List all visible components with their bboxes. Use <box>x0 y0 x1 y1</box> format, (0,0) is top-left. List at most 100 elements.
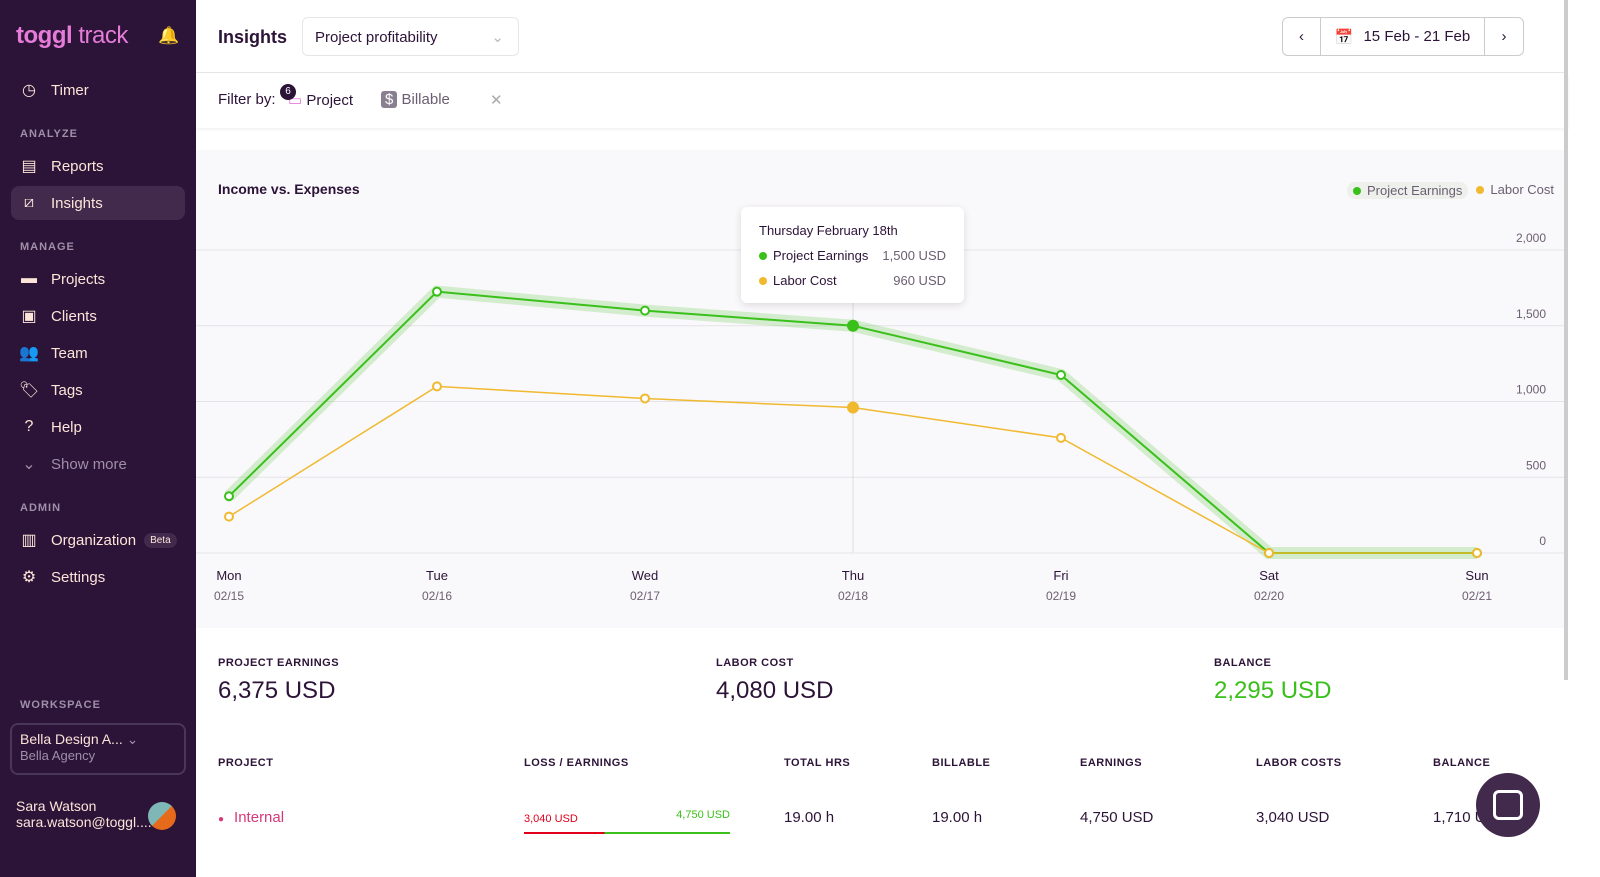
client-icon: ▣ <box>21 308 37 325</box>
sidebar-item-clients[interactable]: ▣ Clients <box>11 299 185 333</box>
label: Clients <box>51 307 97 325</box>
tooltip-dot <box>759 277 767 285</box>
sidebar-item-timer[interactable]: ◷ Timer <box>11 73 185 107</box>
help-icon: ? <box>24 418 34 435</box>
folder-icon: ▬ <box>21 270 37 287</box>
date-range-button[interactable]: 📅 15 Feb - 21 Feb <box>1321 18 1485 55</box>
chevron-down-icon: ⌄ <box>491 29 504 46</box>
section-workspace: WORKSPACE <box>20 699 101 711</box>
column-header-billable[interactable]: BILLABLE <box>932 757 991 769</box>
y-tick-label: 2,000 <box>1516 231 1546 245</box>
legend-earnings[interactable]: Project Earnings <box>1347 182 1469 199</box>
project-cell[interactable]: ● Internal <box>218 809 284 826</box>
data-point <box>847 319 859 332</box>
chat-icon <box>1493 790 1523 820</box>
project-count-badge: 6 <box>280 84 296 100</box>
date-range-label: 15 Feb - 21 Feb <box>1363 28 1471 45</box>
tooltip-value: 960 USD <box>893 273 946 288</box>
data-point <box>1472 548 1482 558</box>
y-tick-label: 500 <box>1526 458 1546 472</box>
loss-earnings-bar: 3,040 USD 4,750 USD <box>524 809 730 834</box>
column-header-balance[interactable]: BALANCE <box>1433 757 1491 769</box>
tag-icon: 🏷 <box>18 382 40 399</box>
chat-button[interactable] <box>1476 773 1540 837</box>
next-week-button[interactable]: › <box>1501 28 1507 45</box>
stat-label: LABOR COST <box>716 657 794 669</box>
legend-labor[interactable]: Labor Cost <box>1476 182 1554 199</box>
x-tick-label: Tue <box>426 568 448 583</box>
label: Insights <box>51 194 103 212</box>
user-email: sara.watson@toggl.... <box>16 814 152 830</box>
label: Settings <box>51 568 106 586</box>
y-tick-label: 1,500 <box>1516 307 1546 321</box>
column-header-project[interactable]: PROJECT <box>218 757 274 769</box>
calendar-icon: 📅 <box>1334 28 1354 46</box>
bell-icon[interactable]: 🔔 <box>158 26 180 45</box>
section-admin: ADMIN <box>20 502 62 514</box>
column-header-earnings[interactable]: EARNINGS <box>1080 757 1143 769</box>
loss-value: 3,040 USD <box>524 813 578 825</box>
user-profile[interactable]: Sara Watson sara.watson@toggl.... <box>16 798 152 830</box>
labor-cell: 3,040 USD <box>1256 809 1330 826</box>
avatar[interactable] <box>148 802 176 830</box>
prev-week-button[interactable]: ‹ <box>1283 18 1321 55</box>
x-date-label: 02/16 <box>422 589 452 603</box>
workspace-name: Bella Design A... <box>20 731 123 747</box>
label: Projects <box>51 270 106 288</box>
sidebar-item-tags[interactable]: 🏷 Tags <box>11 373 185 407</box>
column-header-loss-earnings[interactable]: LOSS / EARNINGS <box>524 757 629 769</box>
y-tick-label: 0 <box>1539 534 1546 548</box>
label: Organization <box>51 531 137 549</box>
x-tick-label: Thu <box>842 568 864 583</box>
data-point <box>224 491 234 502</box>
clear-filters-icon[interactable]: ✕ <box>490 92 503 109</box>
x-tick-label: Wed <box>632 568 659 583</box>
total-hrs-cell: 19.00 h <box>784 809 835 826</box>
team-icon: 👥 <box>19 345 39 362</box>
stat-value: 4,080 USD <box>716 677 834 704</box>
filter-billable[interactable]: $ Billable <box>381 91 450 108</box>
data-point <box>1056 369 1066 380</box>
insights-icon: ⧄ <box>23 194 35 211</box>
x-tick-label: Sat <box>1259 568 1279 583</box>
label: Timer <box>51 81 89 99</box>
data-point <box>1056 432 1066 443</box>
label: Project <box>306 92 354 109</box>
billable-cell: 19.00 h <box>932 809 983 826</box>
chevron-down-icon: ⌄ <box>22 456 36 473</box>
sidebar-item-team[interactable]: 👥 Team <box>11 336 185 370</box>
scrollbar[interactable] <box>1564 0 1568 680</box>
workspace-selector[interactable]: Bella Design A... ⌄ Bella Agency <box>10 723 186 775</box>
earn-value: 4,750 USD <box>676 809 730 821</box>
project-name: Internal <box>234 809 285 826</box>
filter-project[interactable]: ▭ Project <box>288 91 353 109</box>
column-header-total-hrs[interactable]: TOTAL HRS <box>784 757 851 769</box>
bar <box>524 832 730 834</box>
chart-legend: Project Earnings Labor Cost <box>1347 182 1554 199</box>
project-color-dot: ● <box>218 814 225 825</box>
dollar-icon: $ <box>381 91 398 108</box>
column-header-labor-costs[interactable]: LABOR COSTS <box>1256 757 1342 769</box>
stat-labor: LABOR COST 4,080 USD <box>716 657 833 705</box>
clock-icon: ◷ <box>22 82 36 99</box>
sidebar-item-reports[interactable]: ▤ Reports <box>11 149 185 183</box>
data-point <box>640 305 650 316</box>
tooltip-label: Project Earnings <box>773 248 869 263</box>
chart-title: Income vs. Expenses <box>218 181 360 197</box>
toggl-logo[interactable]: toggl track <box>16 22 128 49</box>
earnings-cell: 4,750 USD <box>1080 809 1154 826</box>
sidebar-item-organization[interactable]: ▥ Organization Beta <box>11 523 185 557</box>
sidebar-show-more[interactable]: ⌄ Show more <box>11 447 185 481</box>
sidebar-item-insights[interactable]: ⧄ Insights <box>11 186 185 220</box>
x-date-label: 02/20 <box>1254 589 1284 603</box>
label: Labor Cost <box>1490 182 1554 197</box>
beta-badge: Beta <box>144 532 177 548</box>
report-type-select[interactable]: Project profitability ⌄ <box>302 17 519 56</box>
section-analyze: ANALYZE <box>20 128 78 140</box>
chart-panel: Income vs. Expenses Project Earnings Lab… <box>196 150 1568 628</box>
sidebar-item-projects[interactable]: ▬ Projects <box>11 262 185 296</box>
sidebar-item-settings[interactable]: ⚙ Settings <box>11 560 185 594</box>
header: Insights Project profitability ⌄ ‹ 📅 15 Fe… <box>196 0 1568 73</box>
sidebar-item-help[interactable]: ? Help <box>11 410 185 444</box>
x-date-label: 02/17 <box>630 589 660 603</box>
